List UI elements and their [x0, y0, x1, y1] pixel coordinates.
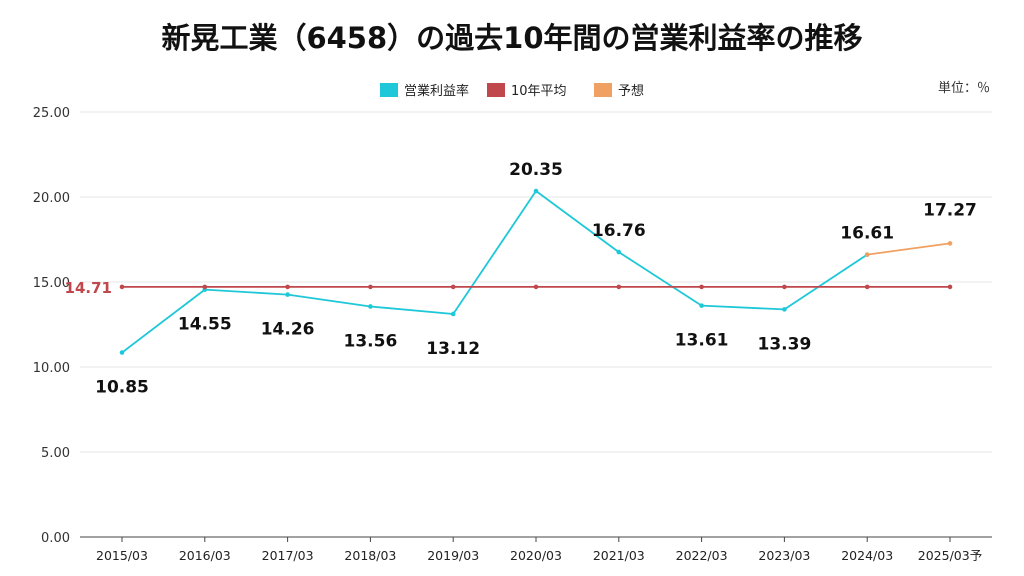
unit-label: 単位：％ [938, 80, 990, 96]
x-tick-label: 2020/03 [510, 548, 562, 563]
data-point [947, 284, 953, 290]
x-tick-label: 2025/03予 [918, 548, 982, 563]
data-label: 20.35 [509, 160, 563, 180]
x-tick-label: 2016/03 [179, 548, 231, 563]
data-label: 17.27 [923, 200, 977, 220]
data-label: 10.85 [95, 378, 149, 398]
x-tick-label: 2018/03 [344, 548, 396, 563]
data-point [202, 284, 208, 290]
data-point [450, 311, 456, 317]
data-label: 16.76 [592, 221, 646, 241]
data-label: 14.55 [178, 315, 232, 335]
y-tick-label: 10.00 [33, 361, 70, 376]
series-line-0 [121, 190, 868, 354]
data-point [533, 188, 539, 194]
average-value-label: 14.71 [65, 279, 112, 297]
data-point [947, 241, 953, 246]
x-tick-label: 2017/03 [262, 548, 314, 563]
data-point [285, 292, 290, 297]
data-point [119, 350, 125, 355]
legend-swatch [594, 83, 612, 97]
data-label: 13.39 [758, 334, 812, 354]
data-point [450, 284, 456, 290]
y-tick-label: 15.00 [33, 276, 70, 291]
data-label: 13.12 [426, 339, 480, 359]
legend-label: 予想 [618, 83, 644, 99]
data-label: 13.56 [344, 331, 398, 351]
data-label: 14.26 [261, 320, 315, 340]
series [119, 188, 953, 355]
series-line-2 [867, 242, 951, 256]
x-tick-label: 2019/03 [427, 548, 479, 563]
data-point [368, 284, 373, 290]
x-tick-label: 2023/03 [758, 548, 810, 563]
data-point [699, 284, 704, 290]
chart-title: 新晃工業（6458）の過去10年間の営業利益率の推移 [161, 21, 862, 55]
legend: 営業利益率 10年平均 予想 [380, 83, 644, 99]
legend-swatch [487, 83, 505, 97]
x-tick-label: 2022/03 [676, 548, 728, 563]
legend-swatch [380, 83, 398, 97]
x-tick-label: 2021/03 [593, 548, 645, 563]
data-point [782, 307, 787, 312]
x-tick-label: 2015/03 [96, 548, 148, 563]
y-tick-label: 20.00 [33, 191, 70, 206]
data-point [864, 284, 870, 290]
legend-label: 10年平均 [511, 84, 567, 99]
legend-label: 営業利益率 [404, 83, 469, 99]
data-point [285, 284, 290, 290]
data-point [368, 304, 373, 309]
data-label: 13.61 [675, 331, 729, 351]
data-point [119, 284, 125, 290]
data-point [782, 284, 787, 290]
data-point [533, 284, 539, 290]
data-point [699, 303, 704, 308]
y-tick-label: 25.00 [33, 106, 70, 121]
grid [80, 111, 992, 453]
data-point [864, 252, 870, 257]
x-tick-label: 2024/03 [841, 548, 893, 563]
axes: 0.00 5.00 10.00 15.00 20.00 25.00 2015/03 2016/… [33, 106, 992, 563]
data-labels: 10.85 14.55 14.26 13.56 13.12 20.35 16.76 13.61… [65, 160, 977, 397]
data-label: 16.61 [840, 224, 894, 244]
data-point [616, 249, 622, 255]
data-point [616, 284, 622, 290]
y-tick-label: 0.00 [41, 531, 70, 546]
y-tick-label: 5.00 [41, 446, 70, 461]
